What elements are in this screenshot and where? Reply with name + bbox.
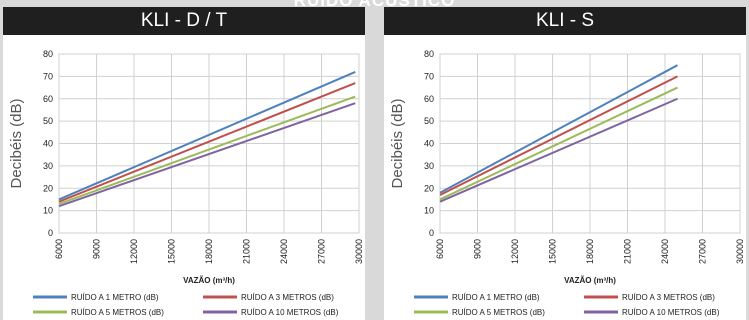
x-tick-label: 9000: [473, 239, 483, 259]
x-tick-label: 15000: [167, 239, 177, 264]
x-tick-label: 21000: [242, 239, 252, 264]
x-tick-label: 30000: [735, 239, 745, 264]
x-tick-label: 6000: [54, 239, 64, 259]
y-tick-label: 80: [43, 49, 53, 59]
y-axis-label: Decibéis (dB): [389, 98, 406, 188]
y-tick-label: 70: [424, 71, 434, 81]
y-tick-label: 70: [43, 71, 53, 81]
y-tick-label: 30: [43, 161, 53, 171]
line-chart-kli-s: 0 10 20 30 40 50 60 70 80 6000 9000 12000 15000 18000…: [389, 49, 745, 317]
legend-entry: RUÍDO A 5 METROS (dB): [452, 308, 545, 317]
chart-title: KLI - S: [384, 7, 746, 35]
x-axis-label: VAZÃO (m³/h): [564, 276, 616, 285]
x-tick-label: 21000: [623, 239, 633, 264]
y-tick-label: 20: [43, 183, 53, 193]
series-line: [439, 64, 678, 194]
legend-entry: RUÍDO A 5 METROS (dB): [71, 308, 164, 317]
series-line: [439, 97, 678, 203]
y-tick-label: 20: [424, 183, 434, 193]
y-axis-label: Decibéis (dB): [8, 98, 25, 188]
y-tick-label: 60: [424, 94, 434, 104]
y-tick-label: 10: [424, 206, 434, 216]
x-tick-label: 9000: [92, 239, 102, 259]
x-tick-label: 12000: [129, 239, 139, 264]
x-tick-label: 12000: [510, 239, 520, 264]
series-line: [58, 102, 356, 208]
y-tick-label: 50: [43, 116, 53, 126]
y-tick-label: 40: [43, 139, 53, 149]
y-tick-label: 10: [43, 206, 53, 216]
line-chart-kli-dt: 0 10 20 30 40 50 60 70 80 6000 9000 12000 15000 18000…: [8, 49, 364, 317]
x-tick-label: 18000: [585, 239, 595, 264]
legend-entry: RUÍDO A 1 METRO (dB): [452, 293, 540, 302]
series-line: [58, 70, 356, 201]
y-tick-label: 50: [424, 116, 434, 126]
page-title: RUÍDO ACÚSTICO: [293, 0, 456, 10]
legend-entry: RUÍDO A 1 METRO (dB): [71, 293, 159, 302]
legend-entry: RUÍDO A 3 METROS (dB): [622, 293, 715, 302]
x-tick-label: 27000: [698, 239, 708, 264]
chart-panel-kli-dt: KLI - D / T 0 10 20 30 40 50 60 70 80 6000 9000 120…: [3, 7, 365, 320]
y-tick-label: 60: [43, 94, 53, 104]
legend-entry: RUÍDO A 3 METROS (dB): [241, 293, 334, 302]
y-tick-label: 40: [424, 139, 434, 149]
y-tick-label: 80: [424, 49, 434, 59]
x-tick-label: 27000: [317, 239, 327, 264]
chart-title: KLI - D / T: [3, 7, 365, 35]
chart-panel-kli-s: KLI - S 0 10 20 30 40 50 60 70 80 6000 9000 12000 15…: [384, 7, 746, 320]
x-tick-label: 15000: [548, 239, 558, 264]
y-tick-label: 0: [429, 228, 434, 238]
x-tick-label: 24000: [660, 239, 670, 264]
x-tick-label: 24000: [279, 239, 289, 264]
legend-entry: RUÍDO A 10 METROS (dB): [241, 308, 339, 317]
series-line: [439, 86, 678, 201]
x-axis-label: VAZÃO (m³/h): [183, 276, 235, 285]
legend-entry: RUÍDO A 10 METROS (dB): [622, 308, 720, 317]
series-line: [58, 82, 356, 203]
x-tick-label: 18000: [204, 239, 214, 264]
x-tick-label: 30000: [354, 239, 364, 264]
y-tick-label: 0: [48, 228, 53, 238]
x-tick-label: 6000: [435, 239, 445, 259]
series-line: [58, 95, 356, 205]
series-line: [439, 75, 678, 196]
y-tick-label: 30: [424, 161, 434, 171]
